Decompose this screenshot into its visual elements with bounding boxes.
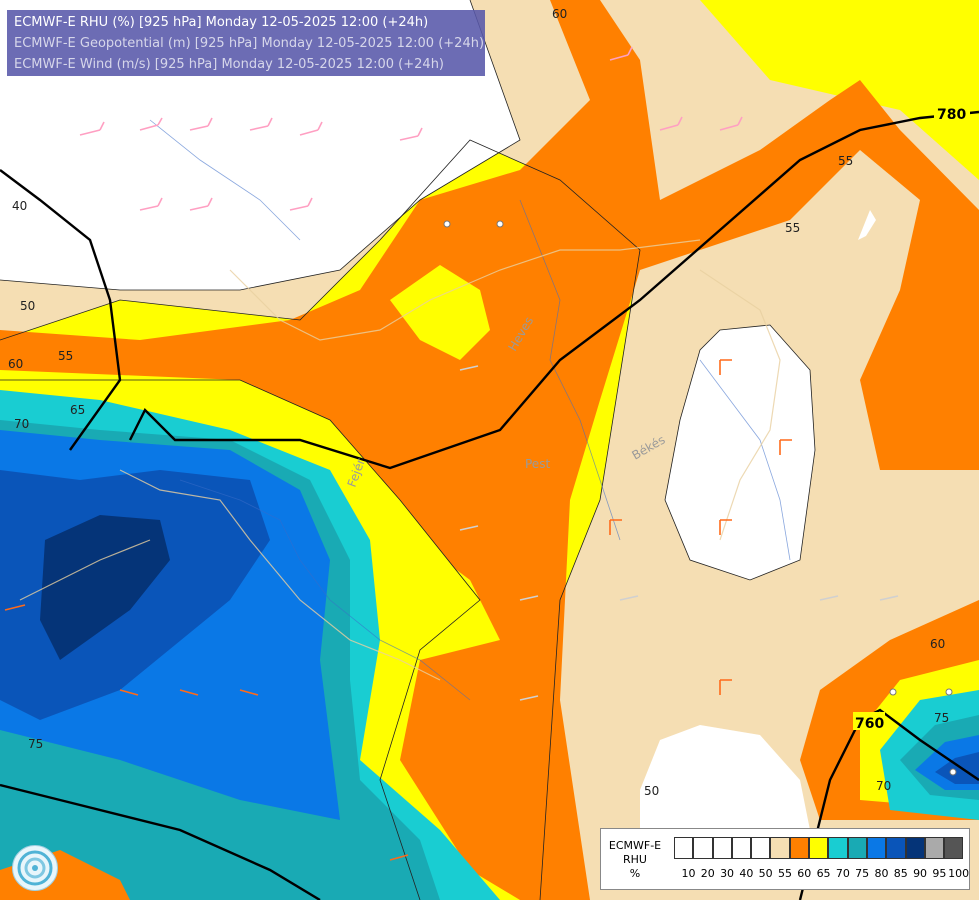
legend-swatch [944,837,964,859]
geopotential-label: 780 [937,107,966,123]
geopotential-labels: 780 760 [853,103,970,732]
legend-tick-label: 100 [948,867,970,880]
legend-swatch [712,837,732,859]
rhu-legend: ECMWF-E RHU % 10 20 30 40 50 55 60 65 70 75 80 85 90… [600,828,970,890]
legend-swatch [847,837,867,859]
contour-label: 70 [14,417,29,431]
legend-title: ECMWF-E RHU % [605,839,665,881]
legend-swatch [770,837,790,859]
legend-tick-label: 65 [816,867,831,880]
contour-label: 70 [876,779,891,793]
title-rhu: ECMWF-E RHU (%) [925 hPa] Monday 12-05-2… [14,15,429,30]
map-title-box: ECMWF-E RHU (%) [925 hPa] Monday 12-05-2… [7,10,485,76]
legend-ticks: 10 20 30 40 50 55 60 65 70 75 80 85 90 95 100 [674,867,971,881]
contour-label: 60 [8,357,23,371]
legend-swatch [809,837,829,859]
contour-label: 50 [644,784,659,798]
legend-tick-label: 90 [913,867,928,880]
contour-label: 55 [785,221,800,235]
title-wind: ECMWF-E Wind (m/s) [925 hPa] Monday 12-0… [14,57,445,72]
legend-swatch [924,837,945,859]
contour-labels: 60 55 55 40 50 55 60 65 70 75 60 75 70 5… [8,7,949,798]
rhu-zone-white-ne [858,210,876,240]
contour-label: 55 [838,154,853,168]
legend-tick-label: 80 [874,867,889,880]
legend-tick-label: 60 [797,867,812,880]
rhu-contours [0,0,816,900]
rhu-zone-85-east [935,752,979,784]
title-geopotential: ECMWF-E Geopotential (m) [925 hPa] Monda… [14,36,485,51]
legend-swatch [751,837,771,859]
legend-tick-label: 10 [681,867,696,880]
rhu-zone-white-east [665,325,815,580]
logo-swirl-icon [12,845,58,891]
wind-barbs-north [79,46,743,211]
place-label-pest: Pest [525,457,550,471]
legend-tick-label: 85 [893,867,908,880]
station-markers [443,220,957,776]
legend-swatch [828,837,848,859]
legend-title-model: ECMWF-E [608,839,662,852]
rivers [149,119,791,701]
legend-title-unit: % [629,867,641,880]
legend-title-variable: RHU [623,853,647,866]
contour-label: 75 [28,737,43,751]
wind-barbs-grey [459,365,899,701]
legend-tick-label: 40 [739,867,754,880]
contour-label: 60 [552,7,567,21]
legend-tick-label: 55 [777,867,792,880]
legend-swatch [693,837,713,859]
contour-label: 65 [70,403,85,417]
geopotential-label: 760 [855,716,884,732]
legend-tick-label: 70 [835,867,850,880]
legend-tick-label: 50 [758,867,773,880]
legend-tick-label: 20 [700,867,715,880]
contour-label: 55 [58,349,73,363]
contour-label: 40 [12,199,27,213]
legend-tick-label: 75 [855,867,870,880]
contour-label: 75 [934,711,949,725]
legend-swatch [886,837,906,859]
rhu-zone-white-south [640,725,810,830]
legend-swatch [674,837,694,859]
rhu-zone-65-pocket [390,265,490,360]
borders [19,239,781,681]
legend-color-bar [674,837,964,859]
legend-tick-label: 30 [720,867,735,880]
legend-swatch [905,837,925,859]
legend-swatch [866,837,887,859]
legend-swatch [731,837,752,859]
contour-label: 60 [930,637,945,651]
legend-tick-label: 95 [932,867,947,880]
rhu-zone-90-west [40,515,170,660]
wind-barbs-orange [4,359,792,861]
contour-label: 50 [20,299,35,313]
legend-swatch [789,837,810,859]
